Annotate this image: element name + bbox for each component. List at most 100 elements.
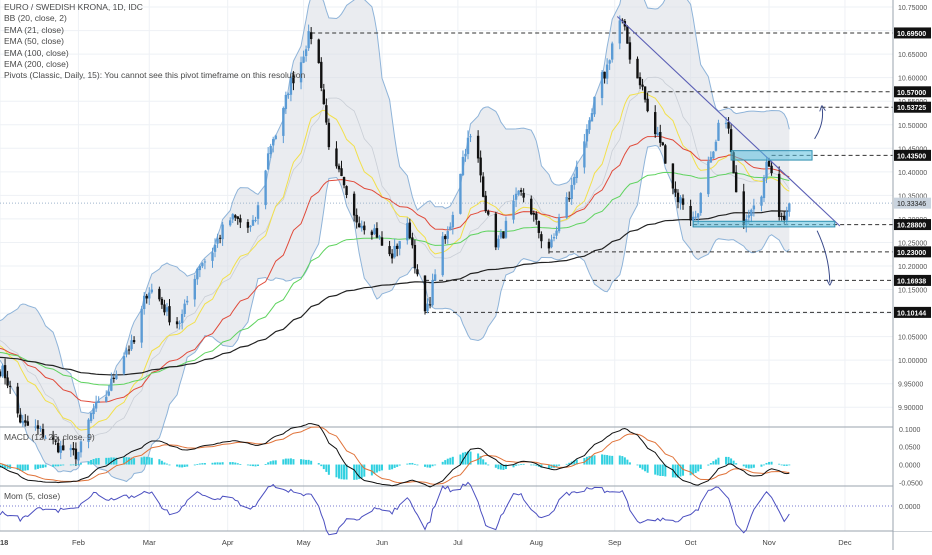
macd-histogram-bar — [340, 464, 343, 480]
candle-body — [603, 71, 606, 79]
candle-body — [626, 26, 629, 44]
candle-body — [628, 42, 632, 60]
macd-histogram-bar — [608, 455, 611, 465]
macd-histogram-bar — [335, 464, 338, 478]
macd-histogram-bar — [783, 464, 786, 466]
price-tick-label: 10.15000 — [898, 288, 927, 295]
candle-body — [140, 308, 143, 343]
legend-ema100[interactable]: EMA (100, close) — [4, 47, 69, 58]
macd-histogram-bar — [520, 463, 523, 465]
macd-histogram-bar — [193, 464, 196, 466]
time-tick-label: Feb — [72, 538, 85, 547]
candle-body — [747, 215, 751, 218]
candle-body — [89, 412, 93, 422]
candle-body — [535, 213, 538, 220]
ema-21-line — [0, 91, 790, 431]
candle-body — [142, 295, 146, 310]
candle-body — [476, 135, 480, 159]
candle-body — [145, 295, 148, 299]
macd-histogram-bar — [239, 464, 242, 465]
time-axis: 2018 Feb Mar Apr May Jun Jul Aug Sep Oct Nov Dec — [0, 538, 852, 547]
candle-body — [107, 391, 110, 396]
candle-body — [115, 374, 118, 380]
candle-body — [487, 211, 490, 215]
time-tick-label: Dec — [838, 538, 852, 547]
macd-histogram-bar — [181, 464, 184, 468]
time-tick-label: Oct — [685, 538, 698, 547]
candle-body — [714, 141, 718, 151]
candle-body — [183, 303, 186, 314]
macd-histogram-bar — [310, 460, 313, 465]
candle-body — [481, 176, 485, 197]
macd-histogram-bar — [601, 454, 604, 465]
candlesticks — [0, 15, 791, 466]
candle-body — [234, 215, 237, 218]
candle-body — [388, 246, 391, 255]
macd-histogram-bar — [234, 462, 237, 465]
legend-ema200[interactable]: EMA (200, close) — [4, 59, 69, 70]
candle-body — [77, 452, 80, 461]
macd-histogram-bar — [494, 464, 497, 468]
macd-histogram-bar — [355, 464, 358, 480]
candle-body — [218, 237, 222, 239]
bb-upper — [0, 0, 790, 414]
macd-histogram-bar — [289, 458, 292, 465]
price-tick-label: 10.50000 — [898, 123, 927, 130]
candle-body — [320, 61, 323, 89]
macd-histogram-bar — [148, 457, 151, 465]
level-label: 10.53725 — [897, 105, 926, 112]
zone-box — [692, 220, 836, 228]
macd-histogram-bar — [39, 464, 42, 469]
candle-body — [659, 131, 662, 143]
macd-histogram-bar — [434, 464, 437, 466]
legend-ema21[interactable]: EMA (21, close) — [4, 24, 64, 35]
candle-body — [565, 196, 568, 218]
macd-histogram-bar — [398, 464, 401, 466]
legend-ema50[interactable]: EMA (50, close) — [4, 36, 64, 47]
candle-body — [158, 288, 161, 300]
candle-body — [92, 408, 95, 415]
level-label: 10.69500 — [897, 31, 926, 38]
current-price-label: 10.33346 — [897, 201, 926, 208]
macd-histogram-bar — [19, 464, 22, 471]
macd-histogram-bar — [461, 452, 464, 465]
price-tick-label: 10.45000 — [898, 146, 927, 153]
macd-histogram-bar — [168, 464, 171, 466]
candle-body — [717, 122, 720, 141]
macd-histogram-bar — [765, 462, 768, 465]
macd-histogram-bar — [219, 462, 222, 465]
candle-body — [8, 385, 12, 387]
macd-histogram-bar — [618, 455, 621, 465]
macd-histogram-bar — [760, 464, 763, 467]
macd-tick-label: 0.1000 — [899, 427, 921, 434]
level-label: 10.23000 — [897, 250, 926, 257]
candle-body — [110, 378, 113, 391]
legend-bb[interactable]: BB (20, close, 2) — [4, 13, 67, 24]
candle-body — [282, 108, 285, 136]
candle-body — [532, 212, 535, 215]
candle-body — [358, 223, 361, 228]
macd-histogram-bar — [646, 464, 649, 473]
candle-body — [451, 214, 455, 228]
macd-histogram-bar — [21, 464, 24, 471]
projection-arrow — [816, 230, 830, 283]
macd-histogram-bar — [532, 464, 535, 466]
current-price-label-bg — [894, 197, 931, 209]
legend-pivots[interactable]: Pivots (Classic, Daily, 15): You cannot … — [4, 70, 306, 81]
macd-histogram-bar — [712, 461, 715, 465]
candle-body — [780, 215, 783, 217]
candle-body — [689, 205, 692, 221]
macd-histogram-bar — [725, 456, 728, 465]
candle-body — [272, 139, 275, 146]
macd-histogram-bar — [24, 464, 27, 471]
candle-body — [679, 197, 682, 204]
candle-body — [342, 176, 346, 186]
mom-tick-label: 0.0000 — [899, 504, 921, 511]
macd-histogram-bar — [214, 462, 217, 465]
candle-body — [575, 166, 578, 179]
candle-body — [36, 425, 40, 429]
candle-body — [752, 205, 756, 210]
symbol-title[interactable]: EURO / SWEDISH KRONA, 1D, IDC — [4, 2, 143, 12]
